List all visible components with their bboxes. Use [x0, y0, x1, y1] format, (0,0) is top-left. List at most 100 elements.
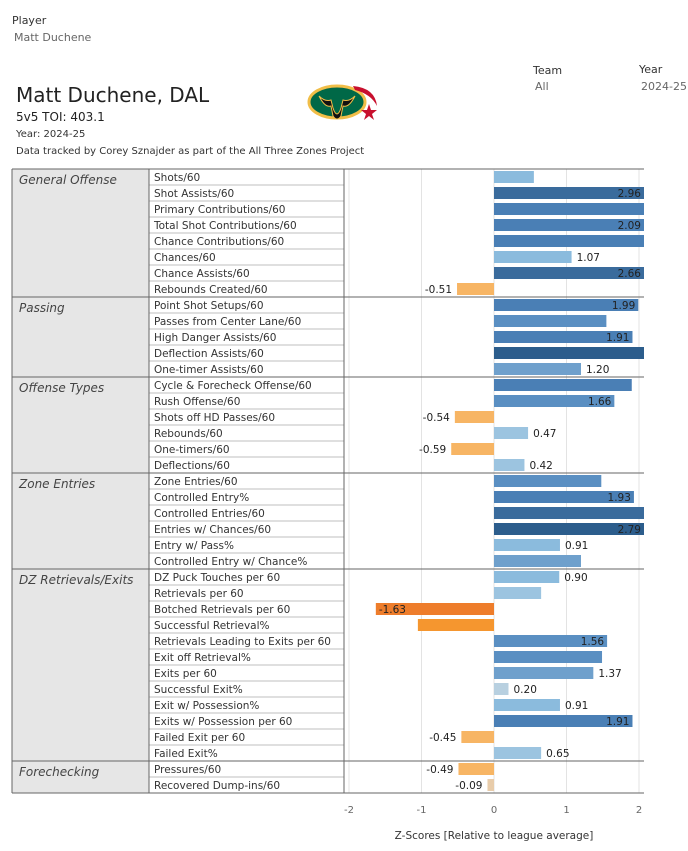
bar[interactable] [494, 475, 602, 487]
bar[interactable] [494, 491, 634, 503]
metric-label: Rush Offense/60 [154, 396, 240, 408]
bar[interactable] [451, 443, 494, 455]
player-team-title: Matt Duchene, DAL [16, 83, 210, 107]
bar-value-label: 0.90 [564, 572, 587, 584]
metric-label: One-timer Assists/60 [154, 364, 264, 376]
bar[interactable] [494, 235, 644, 247]
metric-label: High Danger Assists/60 [154, 332, 276, 344]
team-filter-title: Team [533, 64, 563, 77]
metric-label: Successful Exit% [154, 684, 243, 696]
metric-label: Zone Entries/60 [154, 476, 238, 488]
bar[interactable] [494, 315, 607, 327]
year-filter-value[interactable]: 2024-25 [641, 80, 687, 93]
bar[interactable] [494, 635, 608, 647]
category-label: Forechecking [19, 765, 100, 779]
metric-label: Pressures/60 [154, 764, 221, 776]
logo-bull [318, 95, 356, 120]
bar[interactable] [494, 747, 542, 759]
metric-label: Rebounds/60 [154, 428, 223, 440]
metric-label: Exits per 60 [154, 668, 217, 680]
metric-label: Retrievals Leading to Exits per 60 [154, 636, 331, 648]
metric-label: Chances/60 [154, 252, 216, 264]
bar[interactable] [494, 555, 581, 567]
toi-value: 403.1 [70, 110, 105, 124]
bar-value-label: 0.91 [565, 700, 588, 712]
metric-label: Shot Assists/60 [154, 188, 234, 200]
bar-value-label: 1.37 [598, 668, 621, 680]
bar-value-label: 1.07 [577, 252, 600, 264]
bar-value-label: -0.54 [423, 412, 450, 424]
metric-label: Failed Exit% [154, 748, 218, 760]
bar[interactable] [375, 603, 494, 615]
bar[interactable] [494, 699, 560, 711]
bar[interactable] [494, 187, 644, 199]
player-filter-value[interactable]: Matt Duchene [14, 31, 92, 44]
bar-value-label: 1.66 [588, 396, 612, 408]
bar[interactable] [494, 203, 644, 215]
bar-value-label: 2.96 [618, 188, 642, 200]
metric-label: Failed Exit per 60 [154, 732, 245, 744]
bar-value-label: 1.99 [612, 300, 635, 312]
bar[interactable] [458, 763, 494, 775]
bar[interactable] [494, 219, 644, 231]
bar[interactable] [494, 539, 560, 551]
bar[interactable] [494, 667, 594, 679]
bar[interactable] [494, 523, 644, 535]
metric-label: Retrievals per 60 [154, 588, 244, 600]
x-tick-label: 0 [491, 805, 497, 816]
bar[interactable] [457, 283, 494, 295]
bar[interactable] [494, 379, 632, 391]
bar-value-label: 1.93 [608, 492, 631, 504]
bar[interactable] [494, 459, 525, 471]
bar[interactable] [494, 715, 633, 727]
bar[interactable] [494, 507, 644, 519]
bar-value-label: 1.56 [581, 636, 605, 648]
bar[interactable] [494, 267, 644, 279]
bar-value-label: -0.09 [455, 780, 482, 792]
bar-value-label: -0.51 [425, 284, 452, 296]
toi-line: 5v5 TOI: 403.1 [16, 110, 105, 124]
metric-label: Recovered Dump-ins/60 [154, 780, 280, 792]
metric-label: Controlled Entries/60 [154, 508, 265, 520]
category-cell [12, 377, 149, 473]
category-cell [12, 569, 149, 761]
bar-value-label: 0.42 [529, 460, 552, 472]
bar[interactable] [494, 427, 529, 439]
metric-label: Exits w/ Possession per 60 [154, 716, 292, 728]
bar[interactable] [494, 587, 542, 599]
metric-label: Botched Retrievals per 60 [154, 604, 290, 616]
bar[interactable] [494, 331, 633, 343]
bar[interactable] [494, 299, 639, 311]
bar[interactable] [487, 779, 494, 791]
metric-label: Primary Contributions/60 [154, 204, 285, 216]
x-tick-label: 2 [636, 805, 642, 816]
bar[interactable] [494, 651, 603, 663]
bar[interactable] [417, 619, 494, 631]
bar[interactable] [494, 347, 644, 359]
bar[interactable] [494, 363, 581, 375]
category-label: General Offense [19, 173, 117, 187]
metric-label: Shots/60 [154, 172, 200, 184]
bar-value-label: -0.45 [429, 732, 456, 744]
category-label: DZ Retrievals/Exits [19, 573, 133, 587]
x-tick-label: -2 [344, 805, 354, 816]
bar[interactable] [454, 411, 494, 423]
toi-label: 5v5 TOI: [16, 110, 67, 124]
year-line: Year: 2024-25 [16, 129, 86, 140]
bar-value-label: 1.20 [586, 364, 609, 376]
bar-value-label: 0.65 [546, 748, 569, 760]
bar-value-label: 0.91 [565, 540, 588, 552]
category-cell [12, 473, 149, 569]
metric-label: Point Shot Setups/60 [154, 300, 264, 312]
bar[interactable] [494, 251, 572, 263]
bar[interactable] [494, 395, 615, 407]
metric-label: DZ Puck Touches per 60 [154, 572, 280, 584]
bar-value-label: 2.09 [618, 220, 641, 232]
bar[interactable] [494, 683, 509, 695]
team-filter-value[interactable]: All [535, 80, 549, 93]
bar[interactable] [461, 731, 494, 743]
bar-value-label: -0.49 [426, 764, 453, 776]
bar-value-label: -1.63 [379, 604, 406, 616]
bar[interactable] [494, 571, 560, 583]
bar[interactable] [494, 171, 534, 183]
